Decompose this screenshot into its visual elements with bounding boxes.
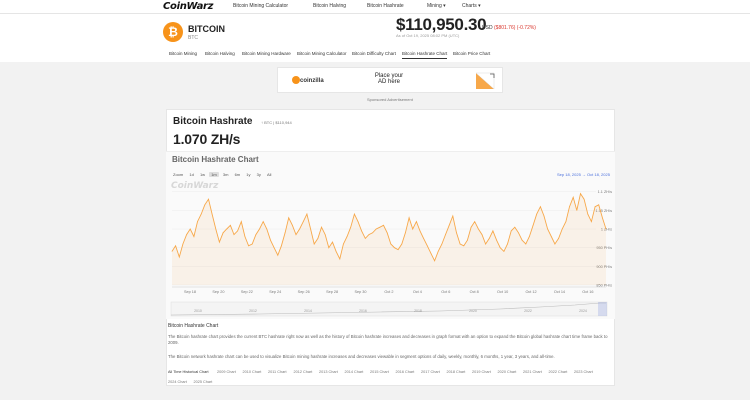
- year-chart-link[interactable]: 2017 Chart: [421, 370, 440, 374]
- tab-bitcoin-halving[interactable]: Bitcoin Halving: [205, 51, 235, 56]
- advertisement-banner[interactable]: coinzilla Place your AD here: [277, 67, 503, 93]
- tab-mining-hardware[interactable]: Bitcoin Mining Hardware: [242, 51, 291, 56]
- year-chart-links: All Time Historical Chart 2009 Chart 2010 …: [168, 367, 608, 387]
- brand-logo[interactable]: CoinWarz: [163, 1, 214, 12]
- ad-headline: Place your AD here: [374, 73, 404, 85]
- year-chart-link[interactable]: 2020 Chart: [497, 370, 517, 374]
- year-chart-link[interactable]: 2010 Chart: [242, 370, 262, 374]
- year-chart-link[interactable]: 2025 Chart: [193, 380, 213, 384]
- ad-brand: coinzilla: [300, 78, 324, 84]
- sponsored-label: Sponsored Advertisement: [367, 97, 413, 102]
- year-chart-link[interactable]: 2016 Chart: [395, 370, 415, 374]
- nav-link-halving[interactable]: Bitcoin Halving: [313, 3, 347, 9]
- nav-link-mining-calculator[interactable]: Bitcoin Mining Calculator: [233, 3, 289, 9]
- zoom-selector: Zoom 1d 1w 1m 3m 6m 1y 3y All: [171, 172, 274, 177]
- coin-header: [0, 14, 750, 62]
- price-timestamp: As of Oct 19, 2025 08:02 PM (UTC): [396, 33, 460, 38]
- tab-bitcoin-mining[interactable]: Bitcoin Mining: [169, 51, 198, 56]
- bitcoin-logo-icon: ₿: [163, 22, 183, 42]
- chart-title: Bitcoin Hashrate Chart: [172, 155, 259, 164]
- year-chart-link[interactable]: 2018 Chart: [446, 370, 466, 374]
- year-chart-link[interactable]: 2024 Chart: [168, 380, 187, 384]
- year-chart-link[interactable]: 2012 Chart: [293, 370, 313, 374]
- tab-price-chart[interactable]: Bitcoin Price Chart: [453, 51, 491, 56]
- year-chart-link[interactable]: All Time Historical Chart: [168, 370, 209, 374]
- nav-link-hashrate[interactable]: Bitcoin Hashrate: [367, 3, 404, 9]
- description-paragraph-1: The Bitcoin hashrate chart provides the …: [168, 334, 608, 345]
- year-chart-link[interactable]: 2014 Chart: [344, 370, 364, 374]
- year-chart-link[interactable]: 2015 Chart: [370, 370, 389, 374]
- year-chart-link[interactable]: 2022 Chart: [548, 370, 568, 374]
- date-range[interactable]: Sep 18, 2025 → Oct 18, 2025: [557, 172, 610, 177]
- chart-watermark: CoinWarz: [171, 181, 219, 191]
- coin-name: BITCOIN: [188, 24, 225, 34]
- year-chart-link[interactable]: 2013 Chart: [319, 370, 338, 374]
- zoom-1d[interactable]: 1d: [189, 172, 194, 177]
- zoom-label: Zoom: [173, 172, 184, 177]
- zoom-1y[interactable]: 1y: [246, 172, 251, 177]
- year-chart-link[interactable]: 2023 Chart: [574, 370, 593, 374]
- nav-menu-charts[interactable]: Charts ▾: [462, 3, 481, 9]
- ad-graphic-icon: [475, 72, 495, 90]
- zoom-3m[interactable]: 3m: [222, 172, 229, 177]
- zoom-3y[interactable]: 3y: [256, 172, 261, 177]
- description-paragraph-2: The Bitcoin network hashrate chart can b…: [168, 354, 555, 359]
- nav-menu-mining[interactable]: Mining ▾: [427, 3, 446, 9]
- year-chart-link[interactable]: 2021 Chart: [523, 370, 542, 374]
- price-change: ($801.76) (-0.72%): [494, 25, 536, 31]
- coinzilla-logo-icon: [292, 76, 300, 84]
- year-chart-link[interactable]: 2019 Chart: [472, 370, 491, 374]
- hashrate-meta: ↑ BTC | $110,944: [261, 120, 292, 125]
- coin-price: $110,950.30: [396, 15, 487, 34]
- zoom-6m[interactable]: 6m: [234, 172, 241, 177]
- tab-mining-calculator[interactable]: Bitcoin Mining Calculator: [297, 51, 347, 56]
- tab-hashrate-chart[interactable]: Bitcoin Hashrate Chart: [402, 51, 448, 59]
- tab-difficulty-chart[interactable]: Bitcoin Difficulty Chart: [352, 51, 396, 56]
- year-chart-link[interactable]: 2011 Chart: [268, 370, 287, 374]
- price-unit: USD: [482, 25, 493, 31]
- year-chart-link[interactable]: 2009 Chart: [217, 370, 236, 374]
- top-navbar: CoinWarz Bitcoin Mining Calculator Bitco…: [0, 0, 750, 14]
- zoom-all[interactable]: All: [266, 172, 272, 177]
- current-hashrate: 1.070 ZH/s: [173, 131, 241, 147]
- page-title: Bitcoin Hashrate: [173, 116, 253, 127]
- coin-ticker: BTC: [188, 35, 198, 41]
- zoom-1w[interactable]: 1w: [199, 172, 206, 177]
- description-title: Bitcoin Hashrate Chart: [168, 323, 219, 329]
- zoom-1m[interactable]: 1m: [209, 172, 219, 177]
